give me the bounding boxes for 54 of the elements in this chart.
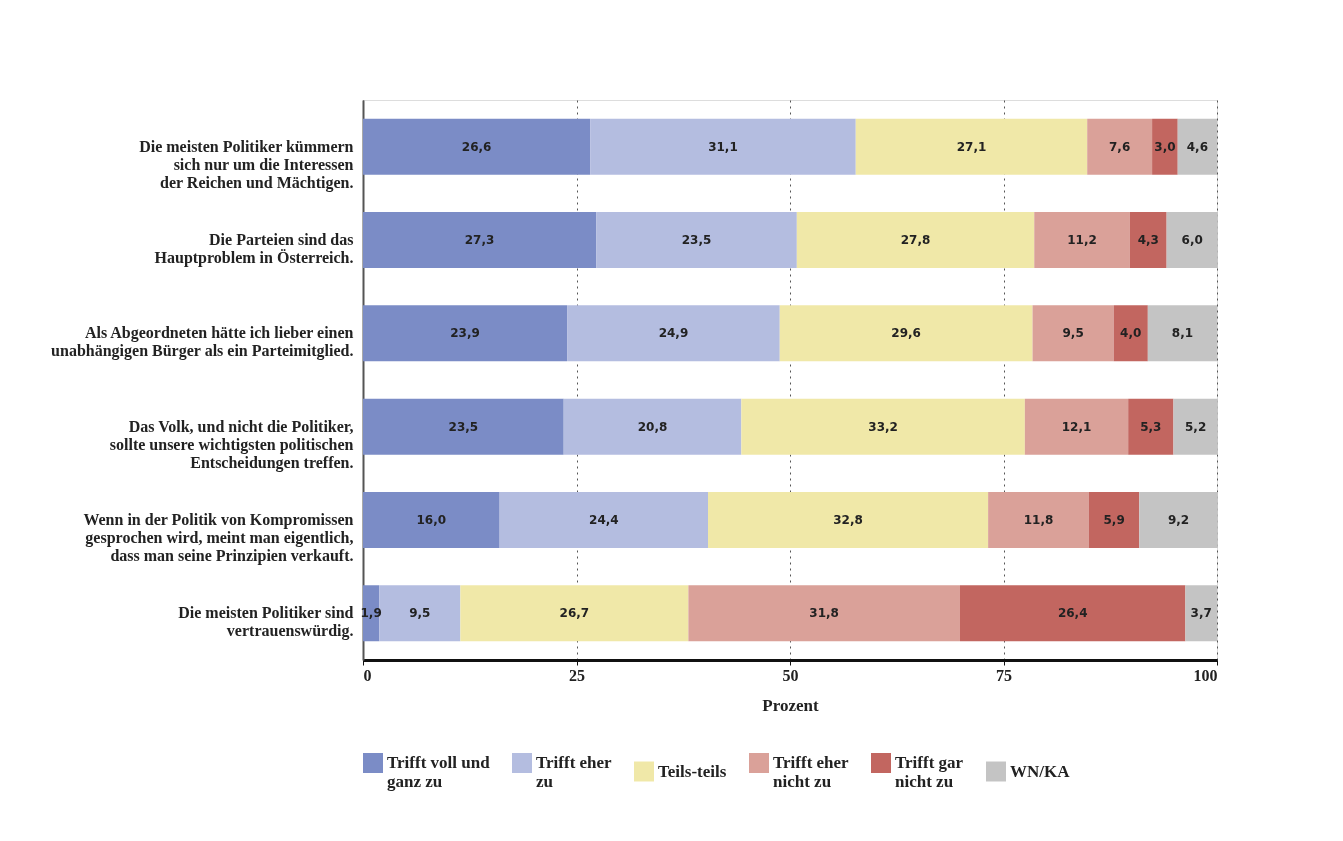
- data-label: 27,8: [900, 233, 931, 247]
- data-label: 4,0: [1120, 326, 1142, 341]
- data-label: 23,9: [450, 326, 480, 341]
- data-label: 9,5: [1062, 326, 1084, 341]
- data-label: 11,2: [1067, 233, 1097, 247]
- data-label: 6,0: [1181, 233, 1203, 247]
- data-label: 33,2: [868, 419, 898, 434]
- data-label: 5,9: [1103, 513, 1125, 527]
- data-label: 27,1: [956, 139, 987, 154]
- data-label: 9,5: [409, 606, 431, 621]
- data-label: 9,2: [1167, 513, 1190, 527]
- data-label: 31,1: [708, 139, 738, 154]
- y-tick-label: Als Abgeordneten hätte ich lieber einen unabhängigen Bürger als ein Parteimitglied.: [51, 324, 354, 361]
- legend-label: Trifft eher zu: [536, 753, 613, 791]
- data-label: 23,5: [448, 419, 479, 434]
- x-axis-title: Prozent: [762, 695, 819, 715]
- data-label: 4,3: [1137, 233, 1159, 247]
- x-tick-label: 0: [363, 666, 372, 684]
- data-label: 23,5: [681, 233, 712, 247]
- y-tick-label: Die meisten Politiker kümmern sich nur um die Interessen der Reichen und Mächtigen.: [139, 137, 354, 192]
- data-label: 26,4: [1057, 606, 1088, 621]
- x-tick-label: 50: [782, 666, 799, 684]
- data-label: 20,8: [637, 419, 668, 434]
- legend-label: Trifft eher nicht zu: [773, 753, 850, 791]
- data-label: 5,3: [1140, 419, 1162, 434]
- data-label: 24,4: [589, 513, 619, 527]
- data-label: 29,6: [891, 326, 921, 341]
- data-label: 32,8: [833, 513, 863, 527]
- data-label: 1,9: [360, 606, 382, 621]
- y-tick-label: Die Parteien sind das Hauptproblem in Österreich.: [154, 231, 354, 267]
- data-label: 4,6: [1186, 139, 1208, 154]
- legend-label: Trifft voll und ganz zu: [387, 753, 491, 791]
- data-label: 26,7: [559, 606, 590, 621]
- data-label: 3,0: [1154, 139, 1176, 154]
- data-label: 3,7: [1190, 606, 1212, 621]
- data-label: 5,2: [1185, 419, 1207, 434]
- x-tick-label: 100: [1193, 666, 1218, 684]
- legend-label: Teils-teils: [658, 761, 727, 781]
- y-tick-label: Das Volk, und nicht die Politiker, sollte unsere wichtigsten politischen Entscheidungen treffen.: [109, 417, 354, 472]
- data-label: 27,3: [464, 233, 495, 247]
- legend-label: Trifft gar nicht zu: [895, 753, 964, 791]
- x-tick-label: 25: [569, 666, 585, 684]
- data-label: 7,6: [1109, 139, 1131, 154]
- data-label: 12,1: [1061, 419, 1092, 434]
- data-label: 16,0: [416, 513, 447, 527]
- data-label: 24,9: [658, 326, 689, 341]
- data-label: 26,6: [461, 139, 492, 154]
- y-tick-label: Die meisten Politiker sind vertrauenswürdig.: [178, 604, 354, 641]
- data-label: 8,1: [1171, 326, 1194, 341]
- data-label: 31,8: [809, 606, 839, 621]
- x-tick-label: 75: [996, 666, 1012, 684]
- y-tick-label: Wenn in der Politik von Kompromissen gesprochen wird, meint man eigentlich, dass man seine Prinzipien verkauft.: [83, 511, 354, 565]
- legend-label: WN/KA: [1010, 761, 1071, 781]
- data-label: 11,8: [1023, 513, 1054, 527]
